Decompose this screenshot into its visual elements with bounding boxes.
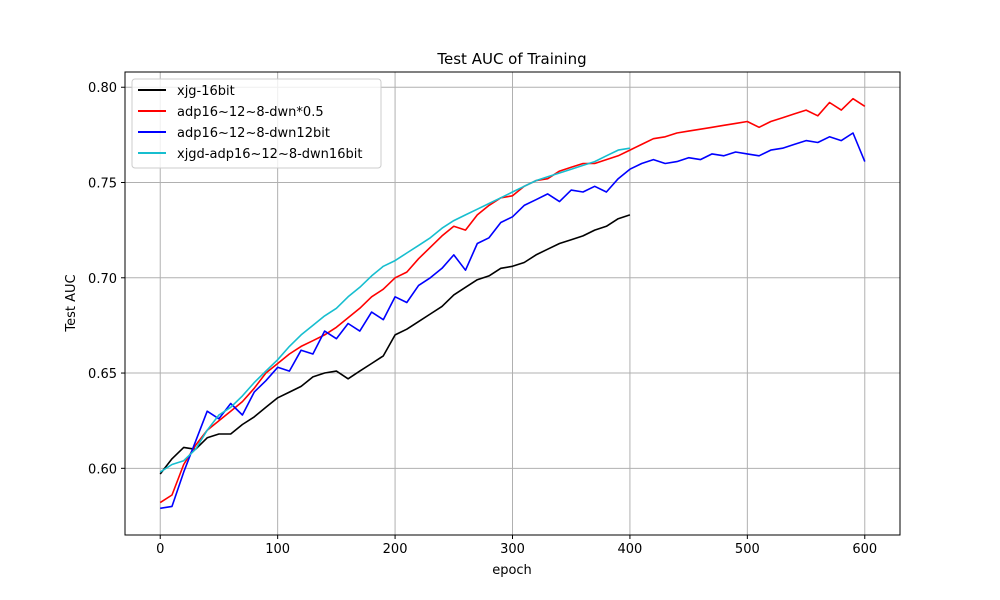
x-tick-label: 300 [500, 542, 525, 557]
y-tick-label: 0.60 [88, 462, 117, 477]
y-tick-label: 0.65 [88, 367, 117, 382]
x-tick-label: 0 [156, 542, 164, 557]
x-tick-label: 500 [735, 542, 760, 557]
x-tick-label: 200 [383, 542, 408, 557]
x-tick-label: 600 [852, 542, 877, 557]
legend-label-adp-dwn-half: adp16~12~8-dwn*0.5 [177, 105, 324, 120]
legend-label-adp-dwn12bit: adp16~12~8-dwn12bit [177, 126, 330, 141]
y-tick-label: 0.80 [88, 81, 117, 96]
y-axis-title: Test AUC [64, 274, 79, 332]
grid [125, 72, 900, 535]
y-tick-label: 0.75 [88, 177, 117, 192]
legend-label-xjg-16bit: xjg-16bit [177, 84, 235, 99]
axis-ticks: 0 100 200 300 400 500 600 0.60 0.65 0.70 0.75 0.80 [88, 81, 877, 557]
series-line-xjgd-adp16-12-8-dwn16bit [159, 147, 631, 473]
x-axis-title: epoch [492, 563, 532, 578]
series-line-xjg-16bit [159, 214, 631, 475]
series-lines [159, 97, 866, 510]
x-tick-label: 100 [265, 542, 290, 557]
legend: xjg-16bit adp16~12~8-dwn*0.5 adp16~12~8-… [131, 78, 382, 169]
chart-title: Test AUC of Training [436, 50, 586, 68]
y-tick-label: 0.70 [88, 272, 117, 287]
legend-box [131, 78, 382, 169]
x-tick-label: 400 [618, 542, 643, 557]
legend-label-xjgd-adp-dwn16bit: xjgd-adp16~12~8-dwn16bit [177, 147, 362, 162]
series-line-adp16-12-8-dwn12bit [160, 132, 866, 510]
series-line-adp16-12-8-dwn-0-5 [159, 97, 866, 504]
